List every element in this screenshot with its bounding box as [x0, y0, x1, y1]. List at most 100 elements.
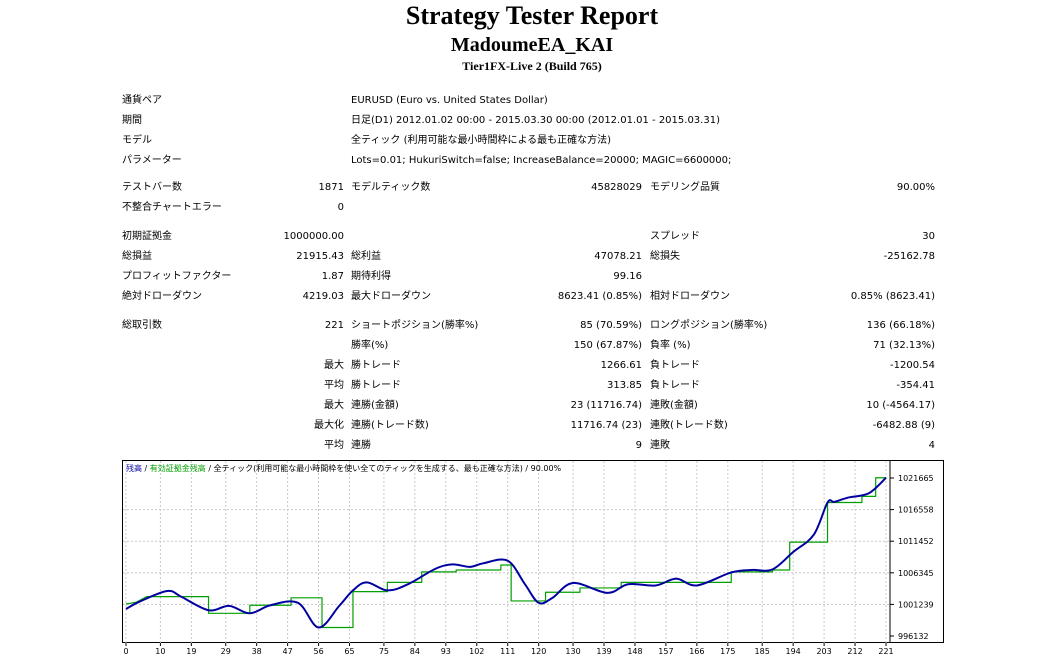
- ticks-label: モデルティック数: [351, 182, 431, 193]
- x-tick-label: 75: [379, 647, 389, 656]
- avg-cons-losses-value: 4: [928, 440, 935, 451]
- max-cons-wins-value: 23 (11716.74): [570, 400, 642, 411]
- abs-dd-value: 4219.03: [302, 291, 344, 302]
- max-label: 最大: [324, 400, 344, 411]
- avg-cons-wins-label: 連勝: [351, 440, 371, 451]
- legend-balance: 残高: [126, 463, 142, 473]
- quality-label: モデリング品質: [650, 182, 720, 193]
- bars-label: テストバー数: [122, 182, 182, 193]
- max-cons-losses-value: 10 (-4564.17): [866, 400, 935, 411]
- x-tick-label: 203: [816, 647, 831, 656]
- equity-series: [125, 477, 886, 629]
- y-tick-label: 996132: [898, 632, 929, 641]
- legend-sep-1: /: [142, 464, 150, 473]
- avg-cons-losses-label: 連敗: [650, 440, 670, 451]
- max-dd-value: 8623.41 (0.85%): [557, 291, 642, 302]
- x-tick-label: 84: [410, 647, 420, 656]
- maximal-label: 最大化: [314, 420, 344, 431]
- largest-label: 最大: [324, 360, 344, 371]
- legend-sep-3: /: [523, 464, 531, 473]
- avg-win-label: 勝トレード: [351, 380, 401, 391]
- max-cons-wins-label: 連勝(金額): [351, 400, 399, 411]
- short-value: 85 (70.59%): [580, 320, 642, 331]
- net-label: 総損益: [122, 251, 152, 262]
- y-tick-label: 1016558: [898, 506, 934, 515]
- maximal-cons-loss-label: 連敗(トレード数): [650, 420, 728, 431]
- y-axis: 1021665 1016558 1011452 1006345 1001239 99613…: [890, 474, 934, 641]
- avg-loss-label: 負トレード: [650, 380, 700, 391]
- report-title: Strategy Tester Report: [405, 1, 659, 30]
- payoff-label: 期待利得: [351, 271, 391, 282]
- pf-label: プロフィットファクター: [122, 271, 232, 282]
- max-dd-label: 最大ドローダウン: [351, 291, 431, 302]
- mismatch-label: 不整合チャートエラー: [122, 202, 222, 213]
- model-value: 全ティック (利用可能な最小時間枠による最も正確な方法): [351, 135, 612, 146]
- gross-loss-label: 総損失: [650, 251, 680, 262]
- x-tick-label: 166: [689, 647, 704, 656]
- params-value: Lots=0.01; HukuriSwitch=false; IncreaseB…: [351, 155, 732, 166]
- period-label: 期間: [122, 115, 142, 126]
- balance-chart: 1021665 1016558 1011452 1006345 1001239 99613…: [122, 460, 944, 656]
- pair-value: EURUSD (Euro vs. United States Dollar): [351, 95, 548, 106]
- x-tick-label: 185: [755, 647, 770, 656]
- x-axis: 0 10 19 29 38 47 56 65 75 84 93 102 111 120 130 139 148 1…: [123, 643, 894, 656]
- y-tick-label: 1001239: [898, 600, 934, 609]
- y-tick-label: 1021665: [898, 474, 934, 483]
- x-tick-label: 139: [596, 647, 611, 656]
- avg-loss-value: -354.41: [896, 380, 935, 391]
- largest-win-label: 勝トレード: [351, 360, 401, 371]
- net-value: 21915.43: [296, 251, 344, 262]
- largest-loss-value: -1200.54: [890, 360, 935, 371]
- x-tick-label: 0: [123, 647, 128, 656]
- total-trades-label: 総取引数: [122, 320, 162, 331]
- x-tick-label: 148: [627, 647, 642, 656]
- chart-frame: [122, 460, 944, 643]
- loss-value: 71 (32.13%): [873, 340, 935, 351]
- payoff-value: 99.16: [613, 271, 642, 282]
- deposit-value: 1000000.00: [283, 231, 344, 242]
- avg-cons-label: 平均: [324, 440, 344, 451]
- x-tick-label: 47: [283, 647, 293, 656]
- avg-win-value: 313.85: [607, 380, 642, 391]
- abs-dd-label: 絶対ドローダウン: [122, 291, 202, 302]
- largest-loss-label: 負トレード: [650, 360, 700, 371]
- x-tick-label: 65: [344, 647, 354, 656]
- x-tick-label: 157: [658, 647, 673, 656]
- long-label: ロングポジション(勝率%): [650, 320, 768, 331]
- rel-dd-value: 0.85% (8623.41): [850, 291, 935, 302]
- maximal-cons-profit-value: 11716.74 (23): [570, 420, 642, 431]
- x-tick-label: 175: [720, 647, 735, 656]
- server-name: Tier1FX-Live 2 (Build 765): [462, 59, 602, 73]
- win-label: 勝率(%): [351, 340, 389, 351]
- y-tick-label: 1006345: [898, 569, 934, 578]
- gross-profit-value: 47078.21: [594, 251, 642, 262]
- deposit-label: 初期証拠金: [122, 231, 172, 242]
- ticks-value: 45828029: [591, 182, 642, 193]
- x-tick-label: 10: [155, 647, 165, 656]
- x-tick-label: 93: [441, 647, 451, 656]
- x-tick-label: 38: [252, 647, 262, 656]
- x-tick-label: 221: [878, 647, 893, 656]
- series-line: [125, 477, 887, 629]
- pf-value: 1.87: [321, 271, 344, 282]
- quality-value: 90.00%: [896, 182, 935, 193]
- gross-profit-label: 総利益: [351, 251, 381, 262]
- ea-name: MadoumeEA_KAI: [450, 34, 614, 56]
- maximal-cons-profit-label: 連勝(トレード数): [351, 420, 429, 431]
- total-trades-value: 221: [324, 320, 344, 331]
- period-value: 日足(D1) 2012.01.02 00:00 - 2015.03.30 00:…: [351, 115, 720, 126]
- win-value: 150 (67.87%): [573, 340, 642, 351]
- legend-equity: 有効証拠金残高: [150, 463, 206, 473]
- gross-loss-value: -25162.78: [883, 251, 935, 262]
- average-label: 平均: [324, 380, 344, 391]
- x-tick-label: 29: [221, 647, 231, 656]
- mismatch-value: 0: [337, 202, 344, 213]
- series-line: [125, 477, 886, 629]
- balance-series: [125, 477, 887, 629]
- x-tick-label: 111: [500, 647, 515, 656]
- x-tick-label: 212: [847, 647, 862, 656]
- legend-quality: 90.00%: [531, 464, 562, 473]
- x-tick-label: 130: [565, 647, 580, 656]
- rel-dd-label: 相対ドローダウン: [650, 291, 730, 302]
- max-cons-losses-label: 連敗(金額): [650, 400, 698, 411]
